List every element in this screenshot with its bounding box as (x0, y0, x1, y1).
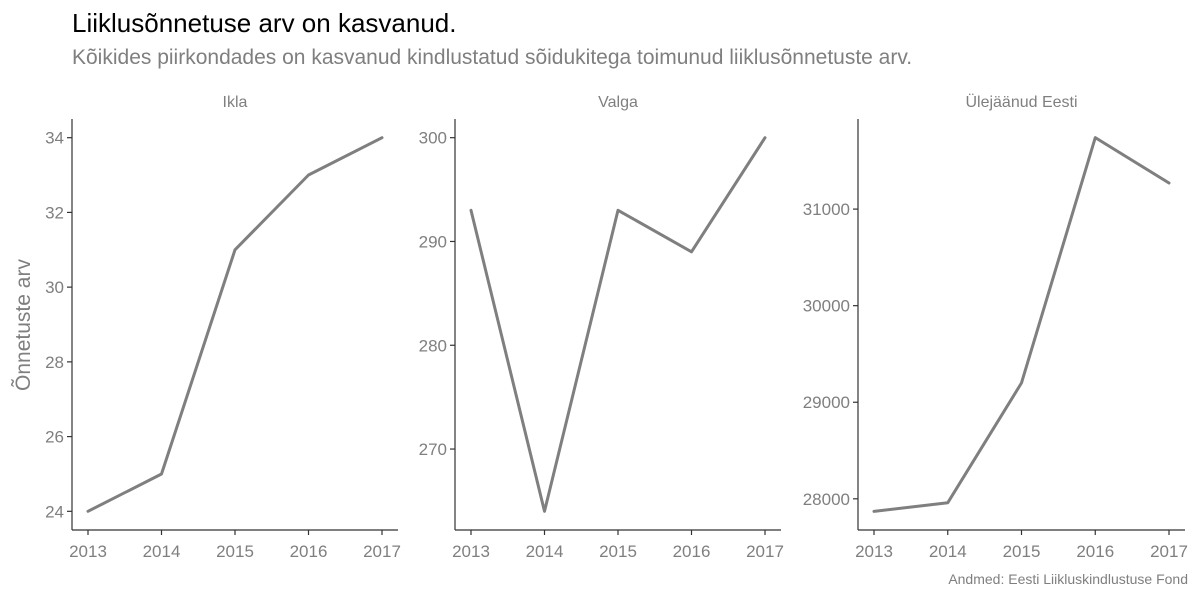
facet-0-series-line (86, 136, 384, 513)
chart-title: Liiklusõnnetuse arv on kasvanud. (72, 8, 457, 38)
data-source-caption: Andmed: Eesti Liikluskindlustuse Fond (948, 571, 1188, 587)
facet-0-x-tick-label: 2014 (143, 542, 181, 561)
facet-1-strip-label: Valga (598, 94, 638, 111)
facet-2-series-line (872, 136, 1171, 513)
facet-0-y-tick-label: 30 (45, 278, 64, 297)
facet-1-x-tick-label: 2013 (452, 542, 490, 561)
chart-subtitle: Kõikides piirkondades on kasvanud kindlu… (72, 46, 913, 69)
facet-1-x-tick-label: 2016 (673, 542, 711, 561)
facet-1-y-tick-label: 300 (419, 129, 447, 148)
facet-1-x-tick-label: 2017 (746, 542, 784, 561)
facet-2-x-tick-label: 2017 (1150, 542, 1188, 561)
facet-1-y-tick-label: 270 (419, 440, 447, 459)
facet-2-x-tick-label: 2015 (1003, 542, 1041, 561)
facet-1-y-tick-label: 290 (419, 232, 447, 251)
facet-2-x-tick-label: 2013 (855, 542, 893, 561)
facet-0-y-tick-label: 28 (45, 353, 64, 372)
facet-0-x-tick-label: 2015 (216, 542, 254, 561)
facet-2-y-tick-label: 31000 (803, 200, 850, 219)
facet-2-y-tick-label: 29000 (803, 393, 850, 412)
facet-0-y-tick-label: 26 (45, 428, 64, 447)
facet-0-x-tick-label: 2017 (363, 542, 401, 561)
facet-0-y-tick-label: 24 (45, 502, 64, 521)
facet-1-x-tick-label: 2015 (599, 542, 637, 561)
facet-2-x-tick-label: 2014 (929, 542, 967, 561)
facet-0-y-tick-label: 34 (45, 129, 64, 148)
facet-0-y-tick-label: 32 (45, 203, 64, 222)
facet-0-x-tick-label: 2016 (290, 542, 328, 561)
facet-0-x-tick-label: 2013 (69, 542, 107, 561)
facet-1-x-tick-label: 2014 (526, 542, 564, 561)
facet-2-x-tick-label: 2016 (1076, 542, 1114, 561)
facet-0-strip-label: Ikla (223, 94, 248, 111)
facet-2-strip-label: Ülejäänud Eesti (965, 93, 1077, 111)
facet-1-series-line (469, 136, 767, 513)
y-axis-label: Õnnetuste arv (11, 259, 35, 391)
facet-2-y-tick-label: 28000 (803, 490, 850, 509)
facet-1-y-tick-label: 280 (419, 336, 447, 355)
facet-2-y-tick-label: 30000 (803, 297, 850, 316)
